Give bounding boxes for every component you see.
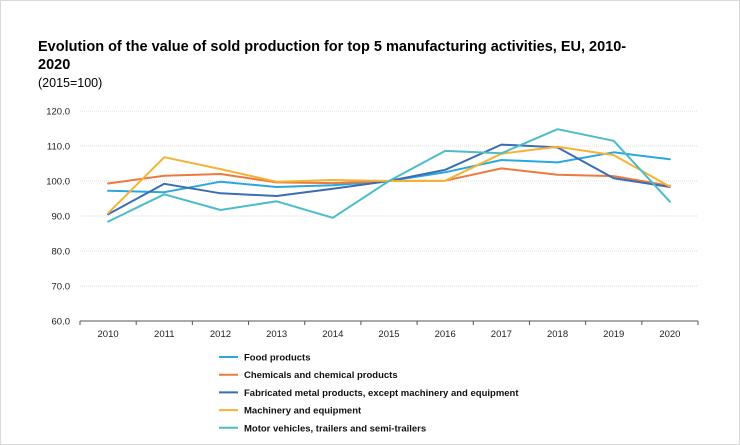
x-tick-label: 2011 (154, 329, 174, 340)
legend-label: Chemicals and chemical products (244, 370, 398, 381)
legend-label: Food products (244, 353, 311, 364)
y-tick-label: 70.0 (52, 282, 71, 293)
series-line (107, 128, 671, 223)
legend-label: Machinery and equipment (244, 406, 362, 417)
legend-label: Motor vehicles, trailers and semi-traile… (244, 423, 426, 434)
x-tick-label: 2013 (266, 329, 287, 340)
x-tick-label: 2020 (659, 329, 680, 340)
y-tick-label: 80.0 (52, 247, 71, 258)
y-axis-ticks: 60.0 70.0 80.0 90.0 100.0 110.0 120.0 (46, 107, 70, 328)
x-axis: 2010 2011 2012 2013 2014 2015 2016 2017 2018 2019… (79, 320, 699, 340)
legend-label: Fabricated metal products, except machin… (244, 388, 519, 399)
series-line (107, 167, 671, 187)
y-tick-label: 120.0 (46, 107, 70, 118)
chart-title: Evolution of the value of sold productio… (38, 39, 627, 73)
x-tick-label: 2015 (378, 329, 399, 340)
x-tick-label: 2019 (603, 329, 624, 340)
y-tick-label: 110.0 (47, 142, 70, 153)
x-tick-label: 2017 (491, 329, 512, 340)
y-tick-label: 100.0 (46, 177, 70, 188)
x-tick-label: 2018 (547, 329, 568, 340)
series-lines (107, 128, 671, 223)
series-line (107, 143, 671, 216)
x-tick-label: 2010 (98, 329, 119, 340)
gridlines (80, 110, 698, 287)
x-tick-label: 2016 (435, 329, 456, 340)
x-tick-label: 2014 (322, 329, 343, 340)
y-tick-label: 90.0 (52, 212, 71, 223)
series-line (107, 151, 671, 194)
legend: Food products Chemicals and chemical prod… (219, 353, 519, 434)
y-tick-label: 60.0 (52, 317, 71, 328)
x-tick-label: 2012 (210, 329, 231, 340)
chart-subtitle: (2015=100) (38, 76, 103, 90)
